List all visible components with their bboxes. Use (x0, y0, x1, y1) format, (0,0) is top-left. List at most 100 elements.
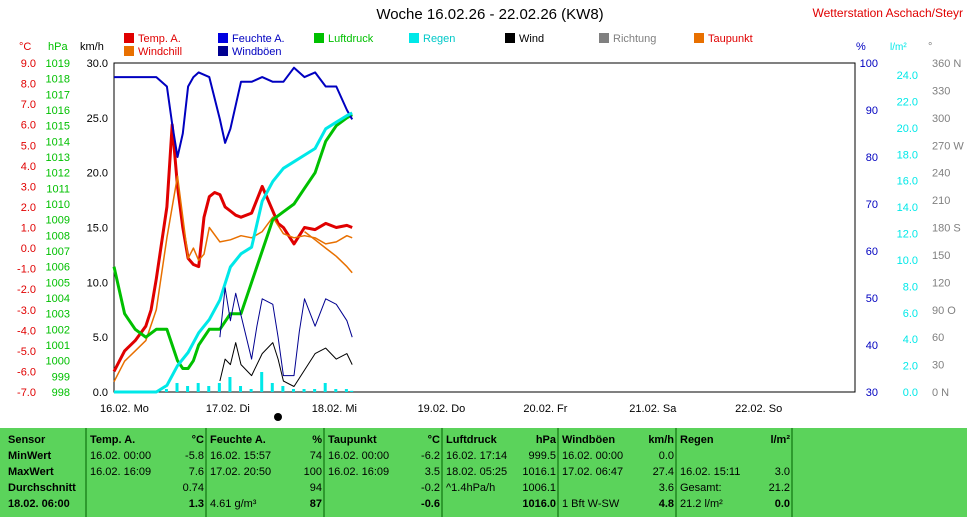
stats-row-label: 18.02. 06:00 (8, 498, 70, 510)
stats-separator (441, 428, 443, 517)
stats-cell-value: 21.2 (768, 482, 790, 494)
temp-tick-label: 2.0 (21, 202, 36, 214)
stats-panel: Sensor MinWert MaxWert Durchschnitt 18.02. 0… (0, 428, 967, 517)
now-marker (274, 413, 282, 421)
stats-col-unit: l/m² (770, 434, 790, 446)
rain-rate-bar (323, 383, 327, 392)
temp-tick-label: 7.0 (21, 99, 36, 111)
stats-col-unit: hPa (535, 434, 556, 446)
legend-label: Windböen (232, 46, 282, 58)
legend-label: Wind (519, 33, 544, 45)
stats-row-label: MinWert (8, 450, 52, 462)
stats-cell-value: -0.6 (421, 498, 440, 510)
wind-tick-label: 0.0 (93, 387, 108, 399)
stats-col-header: Temp. A. (90, 434, 136, 446)
pressure-tick-label: 1007 (46, 246, 70, 258)
pressure-tick-label: 999 (52, 371, 70, 383)
stats-cell-value: 27.4 (652, 466, 674, 478)
rain-rate-bar (302, 389, 306, 392)
rain-rate-bar (239, 386, 243, 392)
stats-row-label: Durchschnitt (8, 482, 76, 494)
temp-tick-label: -1.0 (17, 264, 36, 276)
stats-cell-value: 0.0 (658, 450, 674, 462)
stats-cell-value: -0.2 (421, 482, 440, 494)
stats-cell-value: 3.5 (424, 466, 440, 478)
stats-cell-label: 17.02. 20:50 (210, 466, 272, 478)
rain-rate-bar (217, 383, 221, 392)
legend-label: Luftdruck (328, 33, 374, 45)
stats-cell-label: 21.2 l/m² (680, 498, 723, 510)
temp-tick-label: -5.0 (17, 346, 36, 358)
temp-tick-label: 0.0 (21, 243, 36, 255)
rain-tick-label: 18.0 (897, 149, 918, 161)
humidity-unit-label: % (856, 41, 866, 53)
rain-tick-label: 4.0 (903, 334, 918, 346)
stats-cell-label: 16.02. 16:09 (328, 466, 390, 478)
temp-tick-label: 6.0 (21, 120, 36, 132)
chart-title: Woche 16.02.26 - 22.02.26 (KW8) (376, 6, 604, 23)
x-tick-label: 16.02. Mo (100, 403, 149, 415)
stats-cell-value: 0.0 (774, 498, 790, 510)
x-tick-label: 18.02. Mi (312, 403, 357, 415)
stats-cell-value: 7.6 (188, 466, 204, 478)
humidity-tick-label: 100 (860, 58, 878, 70)
wind-tick-label: 15.0 (87, 223, 108, 235)
temp-tick-label: -3.0 (17, 305, 36, 317)
pressure-tick-label: 1015 (46, 121, 70, 133)
legend-label: Temp. A. (138, 33, 181, 45)
rain-rate-bar (334, 389, 338, 392)
rain-tick-label: 8.0 (903, 281, 918, 293)
stats-col-unit: °C (191, 434, 204, 446)
stats-col-unit: km/h (648, 434, 674, 446)
temp-tick-label: 3.0 (21, 181, 36, 193)
series-windb-en (219, 287, 353, 377)
direction-tick-label: 300 (932, 113, 950, 125)
direction-tick-label: 240 (932, 168, 950, 180)
stats-separator (557, 428, 559, 517)
humidity-tick-label: 30 (866, 387, 878, 399)
stats-header-sensor: Sensor (8, 434, 46, 446)
rain-tick-label: 6.0 (903, 308, 918, 320)
stats-separator (791, 428, 793, 517)
pressure-tick-label: 1005 (46, 277, 70, 289)
pressure-tick-label: 1017 (46, 89, 70, 101)
legend-label: Windchill (138, 46, 182, 58)
x-tick-label: 19.02. Do (418, 403, 466, 415)
stats-separator (675, 428, 677, 517)
direction-tick-label: 270 W (932, 140, 964, 152)
legend-swatch (314, 33, 324, 43)
pressure-tick-label: 998 (52, 387, 70, 399)
rain-rate-bar (281, 386, 285, 392)
wind-tick-label: 5.0 (93, 332, 108, 344)
pressure-tick-label: 1011 (46, 183, 70, 195)
direction-tick-label: 360 N (932, 58, 961, 70)
rain-rate-bar (260, 372, 264, 392)
x-tick-label: 20.02. Fr (523, 403, 567, 415)
stats-cell-label: 1 Bft W-SW (562, 498, 620, 510)
stats-cell-value: 999.5 (528, 450, 556, 462)
humidity-tick-label: 50 (866, 293, 878, 305)
rain-rate-bar (291, 389, 295, 392)
direction-tick-label: 330 (932, 85, 950, 97)
rain-rate-bar (196, 383, 200, 392)
rain-tick-label: 12.0 (897, 229, 918, 241)
rain-tick-label: 20.0 (897, 123, 918, 135)
stats-col-unit: % (312, 434, 322, 446)
series-temp-a- (112, 123, 353, 373)
rain-rate-bar (186, 386, 190, 392)
stats-cell-value: 1.3 (188, 498, 204, 510)
stats-separator (205, 428, 207, 517)
stats-row-label: MaxWert (8, 466, 54, 478)
humidity-tick-label: 70 (866, 199, 878, 211)
stats-cell-value: 100 (303, 466, 322, 478)
temp-tick-label: -6.0 (17, 366, 36, 378)
rain-rate-bar (249, 389, 253, 392)
stats-col-header: Taupunkt (328, 434, 377, 446)
pressure-unit-label: hPa (48, 41, 68, 53)
stats-cell-label: ^1.4hPa/h (446, 482, 496, 494)
stats-cell-value: 94 (309, 482, 322, 494)
pressure-tick-label: 1003 (46, 309, 70, 321)
pressure-tick-label: 1002 (46, 324, 70, 336)
humidity-tick-label: 80 (866, 152, 878, 164)
stats-cell-label: 16.02. 00:00 (90, 450, 152, 462)
